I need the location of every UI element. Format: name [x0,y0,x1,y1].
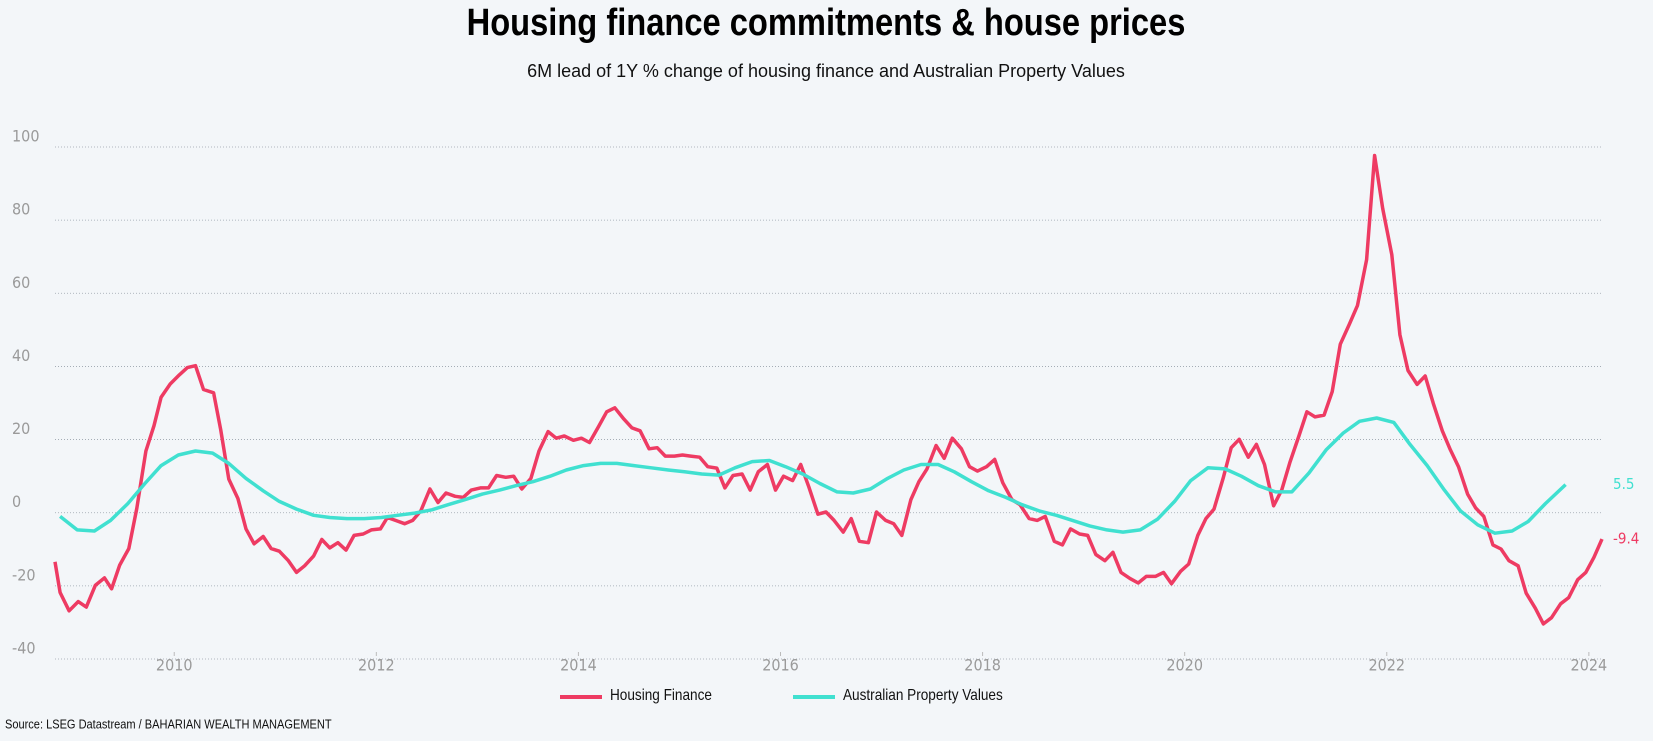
legend-label: Housing Finance [610,687,712,704]
y-tick-label: 80 [12,200,30,219]
x-tick-label: 2024 [1571,656,1608,675]
y-tick-label: -20 [12,565,36,584]
x-tick-label: 2016 [762,656,799,675]
legend-label: Australian Property Values [843,687,1003,704]
y-tick-label: -40 [12,639,36,658]
end-value-label: -9.4 [1613,530,1639,548]
series-line [53,153,1604,626]
y-tick-label: 60 [12,273,30,292]
x-tick-label: 2014 [560,656,597,675]
x-tick-label: 2022 [1368,656,1405,675]
y-tick-label: 0 [12,492,21,511]
x-tick-label: 2010 [156,656,193,675]
x-tick-label: 2012 [358,656,395,675]
end-value-label: 5.5 [1613,475,1634,493]
source-note: Source: LSEG Datastream / BAHARIAN WEALT… [5,717,332,732]
y-tick-label: 20 [12,419,30,438]
x-tick-label: 2020 [1166,656,1203,675]
chart-title: Housing finance commitments & house pric… [467,1,1186,44]
y-tick-label: 100 [12,127,39,146]
x-tick-label: 2018 [964,656,1001,675]
y-tick-label: 40 [12,346,30,365]
series-line [59,416,1567,535]
chart-subtitle: 6M lead of 1Y % change of housing financ… [527,61,1125,81]
